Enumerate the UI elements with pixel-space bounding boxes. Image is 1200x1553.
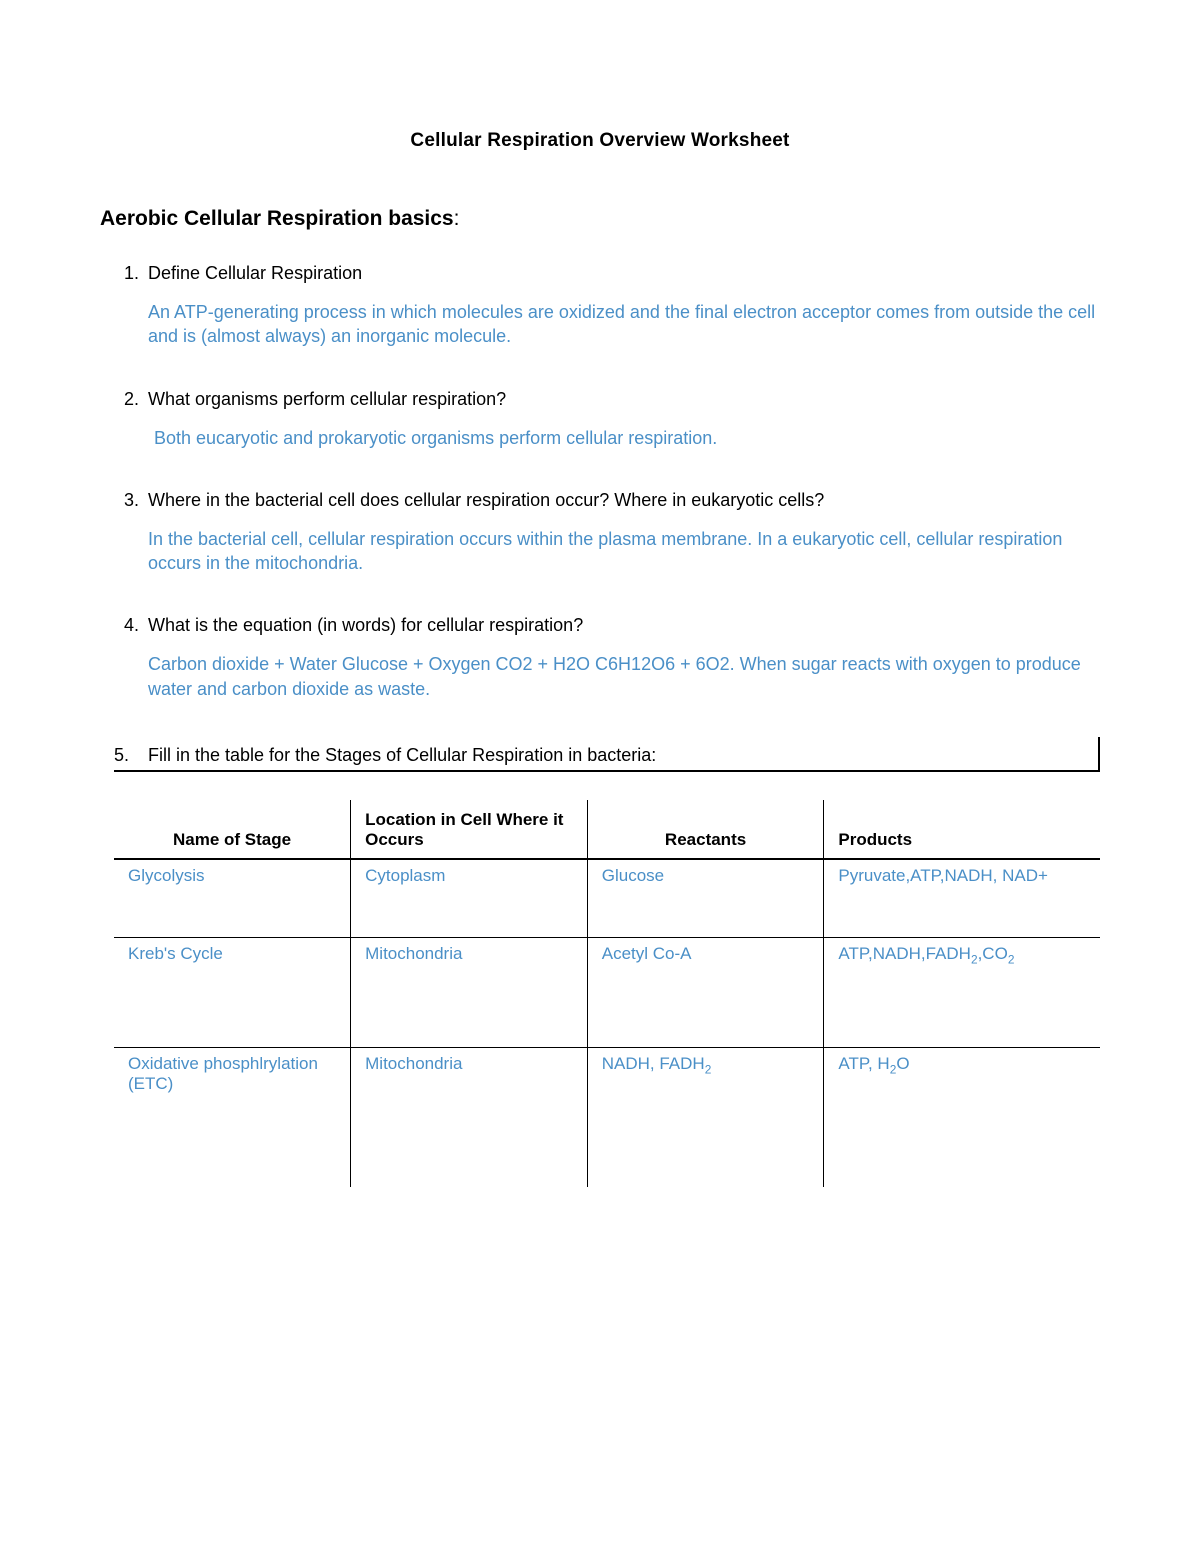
- table-header-row: Name of Stage Location in Cell Where it …: [114, 800, 1100, 859]
- question-5-row: 5. Fill in the table for the Stages of C…: [114, 741, 1100, 770]
- cell-products: ATP, H2O: [824, 1047, 1100, 1187]
- cell-location: Mitochondria: [351, 937, 588, 1047]
- question-text: What is the equation (in words) for cell…: [148, 615, 583, 635]
- cell-products: Pyruvate,ATP,NADH, NAD+: [824, 859, 1100, 937]
- table-header-location: Location in Cell Where it Occurs: [351, 800, 588, 859]
- question-text: Define Cellular Respiration: [148, 263, 362, 283]
- cell-name: Glycolysis: [114, 859, 351, 937]
- table-row: Glycolysis Cytoplasm Glucose Pyruvate,AT…: [114, 859, 1100, 937]
- cell-reactants: NADH, FADH2: [587, 1047, 824, 1187]
- question-item-1: Define Cellular Respiration An ATP-gener…: [144, 263, 1100, 349]
- question-text: Where in the bacterial cell does cellula…: [148, 490, 824, 510]
- table-header-reactants: Reactants: [587, 800, 824, 859]
- cell-name: Kreb's Cycle: [114, 937, 351, 1047]
- worksheet-page: Cellular Respiration Overview Worksheet …: [0, 0, 1200, 1553]
- question-5-text: Fill in the table for the Stages of Cell…: [148, 745, 1100, 766]
- cell-reactants: Glucose: [587, 859, 824, 937]
- table-header-name: Name of Stage: [114, 800, 351, 859]
- question-text: What organisms perform cellular respirat…: [148, 389, 506, 409]
- question-list: Define Cellular Respiration An ATP-gener…: [144, 263, 1100, 701]
- section-heading-text: Aerobic Cellular Respiration basics: [100, 207, 454, 230]
- question-item-4: What is the equation (in words) for cell…: [144, 615, 1100, 701]
- table-row: Oxidative phosphlrylation (ETC) Mitochon…: [114, 1047, 1100, 1187]
- cell-reactants: Acetyl Co-A: [587, 937, 824, 1047]
- document-title: Cellular Respiration Overview Worksheet: [100, 130, 1100, 152]
- cell-location: Cytoplasm: [351, 859, 588, 937]
- table-row: Kreb's Cycle Mitochondria Acetyl Co-A AT…: [114, 937, 1100, 1047]
- cell-products: ATP,NADH,FADH2,CO2: [824, 937, 1100, 1047]
- question-5-number: 5.: [114, 745, 148, 766]
- answer-text: An ATP-generating process in which molec…: [148, 300, 1100, 349]
- cell-location: Mitochondria: [351, 1047, 588, 1187]
- table-header-products: Products: [824, 800, 1100, 859]
- stages-table: Name of Stage Location in Cell Where it …: [114, 800, 1100, 1187]
- question-item-2: What organisms perform cellular respirat…: [144, 389, 1100, 450]
- answer-text: In the bacterial cell, cellular respirat…: [148, 527, 1100, 576]
- question-item-3: Where in the bacterial cell does cellula…: [144, 490, 1100, 576]
- answer-text: Both eucaryotic and prokaryotic organism…: [154, 426, 1100, 450]
- section-heading-colon: :: [454, 207, 460, 230]
- question-5-wrapper: 5. Fill in the table for the Stages of C…: [114, 741, 1100, 1187]
- answer-text: Carbon dioxide + Water Glucose + Oxygen …: [148, 652, 1100, 701]
- cell-name: Oxidative phosphlrylation (ETC): [114, 1047, 351, 1187]
- section-heading: Aerobic Cellular Respiration basics:: [100, 207, 1100, 231]
